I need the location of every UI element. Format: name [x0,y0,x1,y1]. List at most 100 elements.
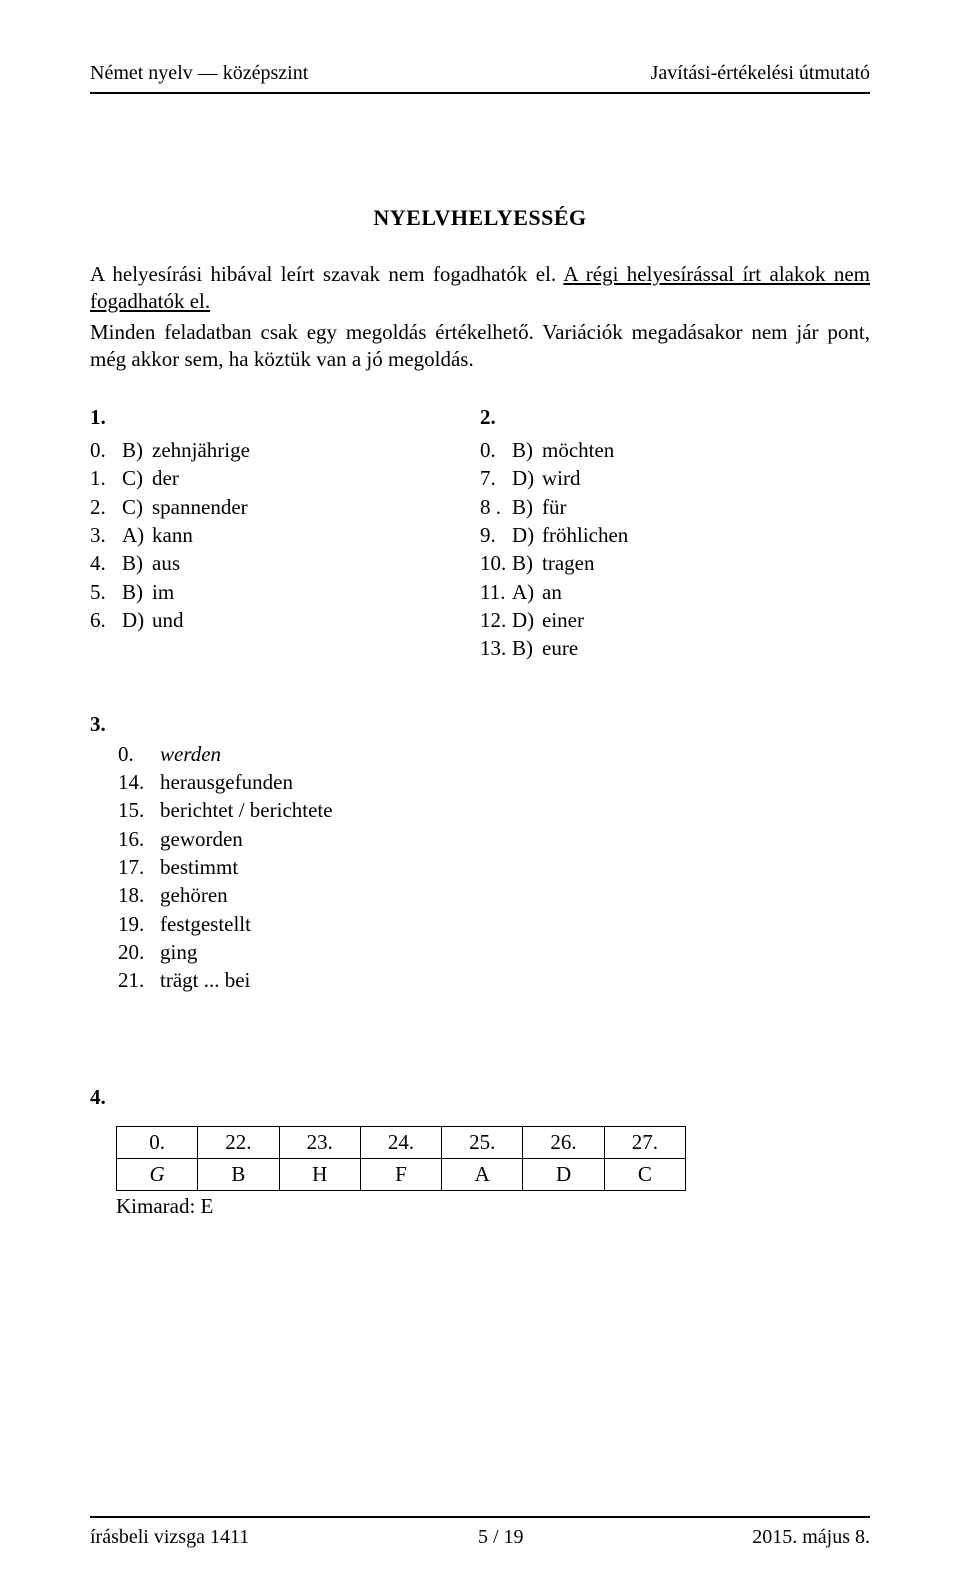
list-item: 9.D)fröhlichen [480,522,870,549]
page: Német nyelv — középszint Javítási-értéke… [0,0,960,1596]
item-number: 8 . [480,494,512,521]
footer-right: 2015. május 8. [752,1524,870,1550]
item-letter: A) [122,522,152,549]
footer-left: írásbeli vizsga 1411 [90,1524,249,1550]
item-word: aus [152,550,180,577]
item-word: im [152,579,174,606]
list-item: 0.werden [118,741,870,768]
item-letter: D) [512,522,542,549]
table-cell: B [198,1159,279,1191]
item-number: 18. [118,882,160,909]
item-word: für [542,494,567,521]
item-number: 13. [480,635,512,662]
item-number: 9. [480,522,512,549]
table-cell: G [117,1159,198,1191]
list-item: 21.trägt ... bei [118,967,870,994]
page-header: Német nyelv — középszint Javítási-értéke… [90,60,870,86]
item-letter: D) [512,607,542,634]
section-3: 3. 0.werden14.herausgefunden15.berichtet… [90,711,870,994]
item-word: ging [160,939,197,966]
list-item: 13.B)eure [480,635,870,662]
item-letter: B) [512,550,542,577]
list-item: 19.festgestellt [118,911,870,938]
item-number: 0. [118,741,160,768]
item-word: eure [542,635,578,662]
list-item: 4.B)aus [90,550,480,577]
table-cell: F [360,1159,441,1191]
item-number: 1. [90,465,122,492]
item-word: der [152,465,179,492]
item-word: festgestellt [160,911,251,938]
section-4: 4. 0.22.23.24.25.26.27. GBHFADC Kimarad:… [90,1084,870,1220]
page-title: NYELVHELYESSÉG [90,204,870,233]
header-right: Javítási-értékelési útmutató [651,60,870,86]
item-word: spannender [152,494,248,521]
header-rule [90,92,870,94]
list-item: 12.D)einer [480,607,870,634]
paragraph-2: Minden feladatban csak egy megoldás érté… [90,319,870,374]
list-item: 0.B)zehnjährige [90,437,480,464]
item-word: und [152,607,184,634]
table-cell: 26. [523,1126,604,1158]
item-letter: C) [122,465,152,492]
item-number: 16. [118,826,160,853]
item-letter: B) [512,635,542,662]
paragraph-1: A helyesírási hibával leírt szavak nem f… [90,261,870,316]
item-number: 0. [480,437,512,464]
section-4-table: 0.22.23.24.25.26.27. GBHFADC [116,1126,686,1192]
item-number: 21. [118,967,160,994]
section-1-label: 1. [90,404,480,431]
item-word: fröhlichen [542,522,628,549]
list-item: 1.C)der [90,465,480,492]
section-1-list: 0.B)zehnjährige1.C)der2.C)spannender3.A)… [90,437,480,634]
item-word: an [542,579,562,606]
item-word: trägt ... bei [160,967,250,994]
section-2-list: 0.B)möchten7.D)wird8 .B)für9.D)fröhliche… [480,437,870,662]
list-item: 0.B)möchten [480,437,870,464]
table-cell: 0. [117,1126,198,1158]
header-left: Német nyelv — középszint [90,60,308,86]
section-4-label: 4. [90,1084,870,1111]
item-number: 14. [118,769,160,796]
item-number: 11. [480,579,512,606]
table-row: 0.22.23.24.25.26.27. [117,1126,686,1158]
list-item: 18.gehören [118,882,870,909]
item-word: möchten [542,437,614,464]
list-item: 16.geworden [118,826,870,853]
section-3-list: 0.werden14.herausgefunden15.berichtet / … [118,741,870,995]
item-word: geworden [160,826,243,853]
item-number: 4. [90,550,122,577]
section-2: 2. 0.B)möchten7.D)wird8 .B)für9.D)fröhli… [480,404,870,664]
table-cell: H [279,1159,360,1191]
sections-1-2: 1. 0.B)zehnjährige1.C)der2.C)spannender3… [90,404,870,664]
section-3-label: 3. [90,711,870,738]
item-word: zehnjährige [152,437,250,464]
footer-rule [90,1516,870,1518]
list-item: 15.berichtet / berichtete [118,797,870,824]
table-cell: 25. [442,1126,523,1158]
list-item: 14.herausgefunden [118,769,870,796]
list-item: 8 .B)für [480,494,870,521]
table-cell: 23. [279,1126,360,1158]
item-letter: B) [512,494,542,521]
item-number: 12. [480,607,512,634]
paragraph-1-text: A helyesírási hibával leírt szavak nem f… [90,262,563,286]
item-number: 10. [480,550,512,577]
table-row: GBHFADC [117,1159,686,1191]
section-2-label: 2. [480,404,870,431]
item-number: 20. [118,939,160,966]
item-letter: B) [512,437,542,464]
list-item: 17.bestimmt [118,854,870,881]
section-1: 1. 0.B)zehnjährige1.C)der2.C)spannender3… [90,404,480,664]
item-number: 6. [90,607,122,634]
table-cell: A [442,1159,523,1191]
table-cell: 27. [604,1126,685,1158]
item-letter: D) [512,465,542,492]
item-letter: D) [122,607,152,634]
section-4-kimarad: Kimarad: E [116,1193,870,1220]
list-item: 11.A)an [480,579,870,606]
item-letter: A) [512,579,542,606]
item-letter: C) [122,494,152,521]
list-item: 2.C)spannender [90,494,480,521]
item-word: wird [542,465,581,492]
